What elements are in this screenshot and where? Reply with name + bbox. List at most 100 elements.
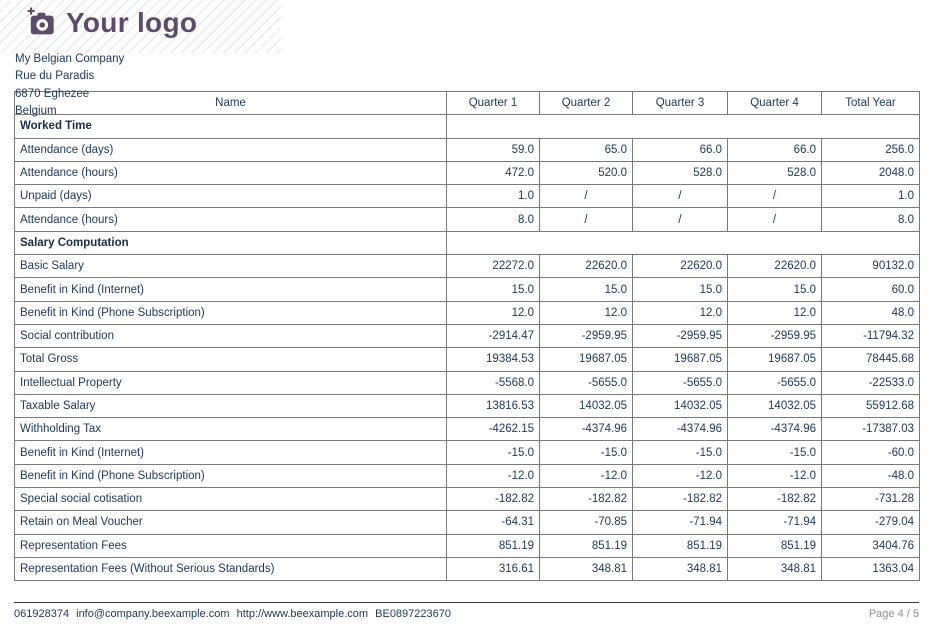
value-cell: 22272.0 — [446, 254, 540, 279]
row-label: Representation Fees — [14, 533, 447, 558]
value-cell: -70.85 — [539, 510, 633, 535]
value-cell: / — [539, 184, 633, 209]
table-row: Intellectual Property -5568.0 -5655.0 -5655… — [14, 370, 920, 395]
column-header: Total Year — [821, 90, 920, 116]
value-cell: -15.0 — [446, 440, 540, 465]
value-cell: / — [727, 207, 822, 232]
payslip-quarterly-table: Name Quarter 1 Quarter 2 Quarter 3 Quarter 4… — [14, 90, 920, 582]
row-label: Basic Salary — [14, 254, 447, 279]
value-cell: -182.82 — [632, 487, 728, 512]
value-cell: 316.61 — [446, 556, 540, 582]
value-cell: 851.19 — [632, 533, 728, 558]
table-row: Basic Salary 22272.0 22620.0 22620.0 22620.0… — [14, 254, 920, 279]
camera-add-icon — [27, 7, 54, 35]
value-cell: 65.0 — [539, 137, 633, 162]
value-cell: -15.0 — [539, 440, 633, 465]
footer: 061928374 info@company.beexample.com htt… — [14, 608, 919, 620]
value-cell: 472.0 — [446, 160, 540, 186]
value-cell: 55912.68 — [821, 393, 920, 419]
table-row: Attendance (days) 59.0 65.0 66.0 66.0 256.0 — [14, 137, 920, 162]
table-row: Withholding Tax -4262.15 -4374.96 -4374.96-… — [14, 417, 920, 442]
value-cell: -2959.95 — [727, 323, 822, 349]
company-city: 6870 Eghezee — [15, 87, 90, 100]
value-cell: -5655.0 — [727, 370, 822, 395]
column-header: Quarter 3 — [632, 90, 728, 116]
value-cell: -4262.15 — [446, 417, 540, 442]
value-cell: 78445.68 — [821, 347, 920, 372]
value-cell: -17387.03 — [821, 417, 920, 442]
footer-contact: 061928374 info@company.beexample.com htt… — [14, 608, 455, 620]
table-row: Special social cotisation -182.82 -182.82-… — [14, 487, 920, 512]
value-cell: -48.0 — [821, 463, 920, 489]
table-row: Taxable Salary 13816.53 14032.05 14032.05 14… — [14, 393, 920, 419]
value-cell: 851.19 — [727, 533, 822, 558]
value-cell: -12.0 — [727, 463, 822, 489]
value-cell: 19687.05 — [727, 347, 822, 372]
company-street: Rue du Paradis — [15, 70, 95, 83]
value-cell: 12.0 — [632, 300, 728, 325]
value-cell: 66.0 — [727, 137, 822, 162]
value-cell: 12.0 — [539, 300, 633, 325]
row-label: Benefit in Kind (Internet) — [14, 440, 447, 465]
value-cell: 348.81 — [632, 556, 728, 582]
table-row: Benefit in Kind (Internet) -15.0 -15.0 -15.… — [14, 440, 920, 465]
section-row: Worked Time — [14, 114, 920, 139]
column-header: Quarter 2 — [539, 90, 633, 116]
column-header: Quarter 4 — [727, 90, 822, 116]
value-cell: -2959.95 — [632, 323, 728, 349]
value-cell: 66.0 — [632, 137, 728, 162]
page-number: Page 4 / 5 — [868, 608, 919, 620]
logo: Your logo — [27, 7, 197, 39]
row-label: Withholding Tax — [14, 417, 447, 442]
row-label: Representation Fees (Without Serious Sta… — [14, 556, 447, 582]
value-cell: 528.0 — [632, 160, 728, 186]
footer-website: http://www.beexample.com — [236, 608, 369, 620]
value-cell: 348.81 — [727, 556, 822, 582]
row-label: Taxable Salary — [14, 393, 447, 419]
value-cell: 60.0 — [821, 277, 920, 302]
value-cell: 12.0 — [446, 300, 540, 325]
row-label: Attendance (hours) — [14, 207, 447, 232]
table-row: Attendance (hours) 472.0 520.0 528.0 528.0 20… — [14, 160, 920, 186]
value-cell: 15.0 — [446, 277, 540, 302]
value-cell: -731.28 — [821, 487, 920, 512]
row-label: Unpaid (days) — [14, 184, 447, 209]
value-cell: -4374.96 — [539, 417, 633, 442]
value-cell: 256.0 — [821, 137, 920, 162]
value-cell: 19687.05 — [632, 347, 728, 372]
value-cell: 3404.76 — [821, 533, 920, 558]
table-row: Unpaid (days) 1.0///1.0 — [14, 184, 920, 209]
value-cell: 851.19 — [539, 533, 633, 558]
value-cell: -64.31 — [446, 510, 540, 535]
value-cell: 851.19 — [446, 533, 540, 558]
value-cell: / — [632, 184, 728, 209]
value-cell: 19687.05 — [539, 347, 633, 372]
value-cell: 2048.0 — [821, 160, 920, 186]
section-spacer-cell — [446, 230, 920, 256]
value-cell: -5655.0 — [539, 370, 633, 395]
section-spacer-cell — [446, 114, 920, 139]
table-row: Social contribution -2914.47 -2959.95 -2959… — [14, 323, 920, 349]
logo-text: Your logo — [66, 7, 198, 38]
value-cell: -71.94 — [727, 510, 822, 535]
value-cell: 22620.0 — [539, 254, 633, 279]
value-cell: -5655.0 — [632, 370, 728, 395]
column-header: Name — [14, 90, 447, 116]
value-cell: 22620.0 — [727, 254, 822, 279]
value-cell: -22533.0 — [821, 370, 920, 395]
value-cell: 520.0 — [539, 160, 633, 186]
value-cell: 48.0 — [821, 300, 920, 325]
value-cell: 1.0 — [446, 184, 540, 209]
value-cell: 348.81 — [539, 556, 633, 582]
value-cell: 15.0 — [632, 277, 728, 302]
value-cell: 8.0 — [821, 207, 920, 232]
row-label: Attendance (hours) — [14, 160, 447, 186]
value-cell: -182.82 — [539, 487, 633, 512]
value-cell: / — [727, 184, 822, 209]
value-cell: 528.0 — [727, 160, 822, 186]
value-cell: -71.94 — [632, 510, 728, 535]
value-cell: 14032.05 — [539, 393, 633, 419]
value-cell: 22620.0 — [632, 254, 728, 279]
column-header: Quarter 1 — [446, 90, 540, 116]
row-label: Social contribution — [14, 323, 447, 349]
